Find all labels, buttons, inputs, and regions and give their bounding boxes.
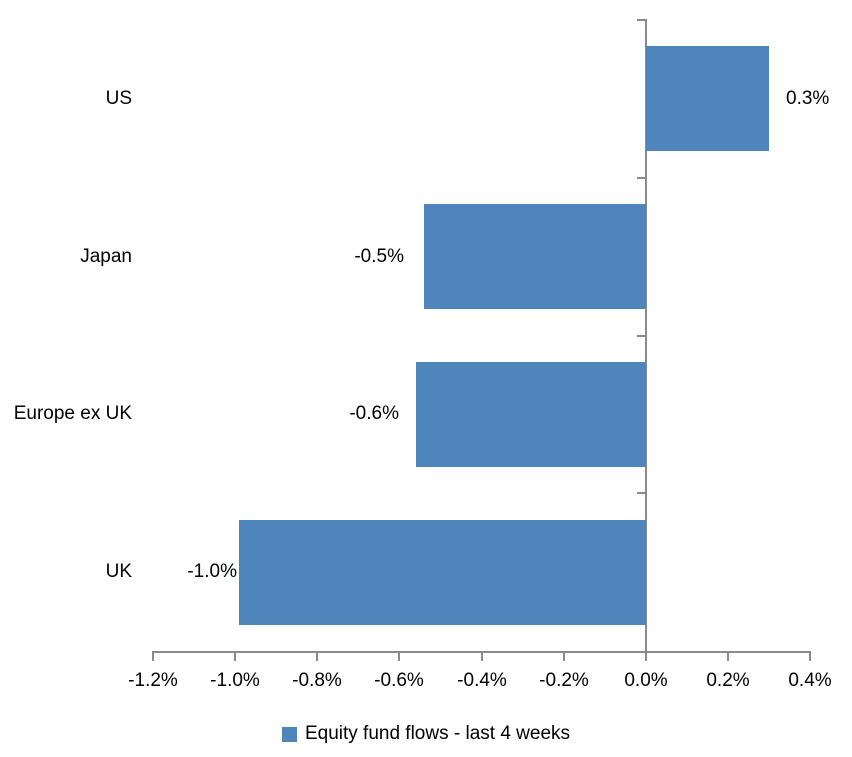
legend-swatch-icon: [281, 726, 297, 742]
value-axis-tick-label: -0.2%: [539, 670, 589, 691]
value-axis-tick-label: 0.2%: [706, 670, 750, 691]
category-label: UK: [105, 561, 132, 582]
category-axis-tick: [637, 492, 645, 494]
value-axis-tick-label: -0.4%: [457, 670, 507, 691]
bar-segment[interactable]: [239, 520, 646, 625]
category-label: Europe ex UK: [13, 403, 132, 424]
category-label: US: [105, 88, 132, 109]
value-axis-tick-label: -0.6%: [374, 670, 424, 691]
legend: Equity fund flows - last 4 weeks: [0, 722, 852, 746]
data-label: -0.6%: [349, 403, 399, 424]
value-axis-tick-label: -0.8%: [292, 670, 342, 691]
value-axis-tick: [727, 651, 729, 661]
category-axis-zero-line: [645, 19, 647, 661]
bar-segment[interactable]: [416, 362, 646, 467]
value-axis-tick-label: 0.4%: [788, 670, 832, 691]
category-axis-tick: [637, 19, 645, 21]
legend-label: Equity fund flows - last 4 weeks: [304, 723, 571, 744]
value-axis-tick-label: 0.0%: [624, 670, 668, 691]
value-axis-tick: [398, 651, 400, 661]
value-axis-tick: [563, 651, 565, 661]
value-axis-tick: [809, 651, 811, 661]
category-axis-tick: [637, 335, 645, 337]
value-axis-tick: [234, 651, 236, 661]
bar-segment[interactable]: [424, 204, 646, 309]
category-label: Japan: [80, 246, 132, 267]
data-label: -0.5%: [354, 246, 404, 267]
value-axis-tick: [316, 651, 318, 661]
data-label: 0.3%: [786, 88, 830, 109]
data-label: -1.0%: [187, 561, 237, 582]
value-axis-tick: [481, 651, 483, 661]
value-axis-tick-label: -1.2%: [128, 670, 178, 691]
bar-segment[interactable]: [646, 46, 769, 151]
category-axis-tick: [637, 177, 645, 179]
value-axis-tick-label: -1.0%: [210, 670, 260, 691]
value-axis-tick: [152, 651, 154, 661]
